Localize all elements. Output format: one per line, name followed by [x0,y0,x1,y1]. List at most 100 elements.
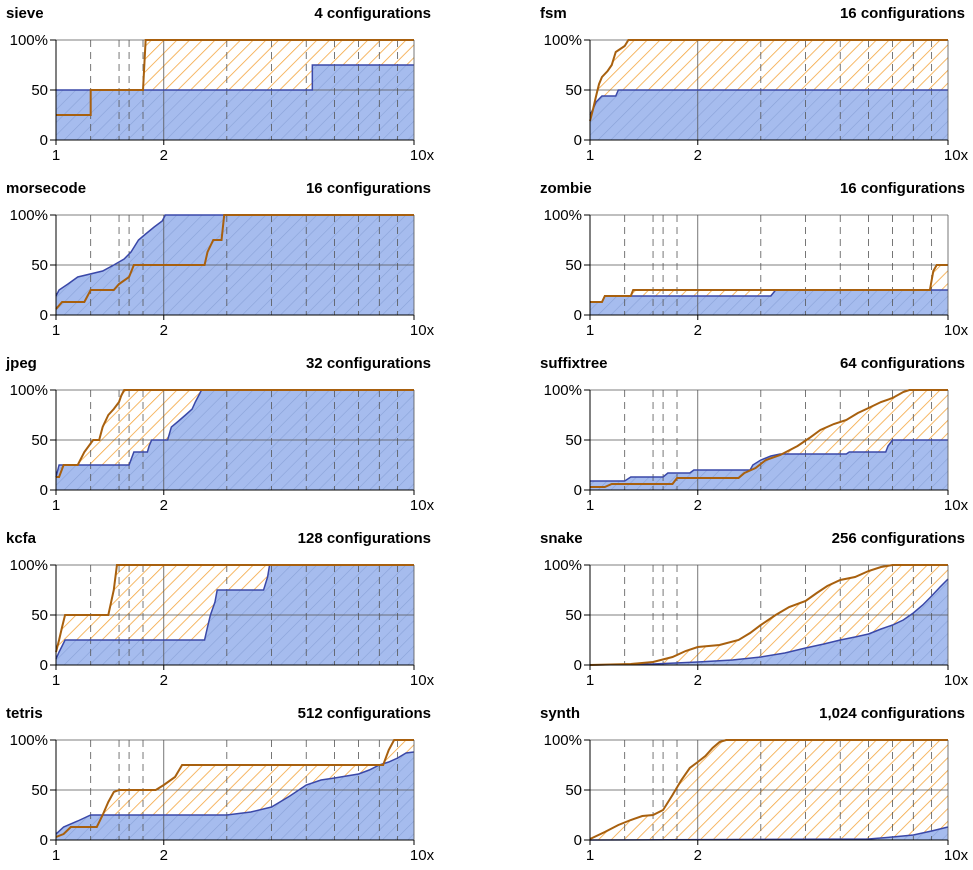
configurations-label: 4 configurations [314,5,431,22]
chart-svg: fsm 16 configurations 0 50 100% 1 2 10x [534,0,973,170]
panel-synth: synth 1,024 configurations 0 50 100% 1 2 10x [534,700,973,870]
chart-svg: synth 1,024 configurations 0 50 100% 1 2 10x [534,700,973,870]
chart-svg: kcfa 128 configurations 0 50 100% 1 2 10x [0,525,440,695]
x-tick-label: 10x [410,672,435,689]
y-tick-label: 0 [574,307,582,324]
panel-fsm: fsm 16 configurations 0 50 100% 1 2 10x [534,0,973,170]
x-tick-label: 1 [52,847,60,864]
panel-suffixtree: suffixtree 64 configurations 0 50 100% 1 2 10x [534,350,973,520]
chart-svg: tetris 512 configurations 0 50 100% 1 2 10x [0,700,440,870]
y-tick-label: 0 [40,832,48,849]
x-tick-label: 1 [586,497,594,514]
x-tick-label: 1 [52,147,60,164]
x-tick-label: 1 [52,672,60,689]
benchmark-title: morsecode [6,180,86,197]
y-tick-label: 50 [31,82,48,99]
configurations-label: 16 configurations [306,180,431,197]
configurations-label: 32 configurations [306,355,431,372]
y-tick-label: 0 [40,482,48,499]
y-tick-label: 100% [544,32,582,49]
x-tick-label: 2 [694,147,702,164]
x-tick-label: 2 [160,147,168,164]
y-tick-label: 50 [31,432,48,449]
y-tick-label: 100% [544,732,582,749]
x-tick-label: 10x [944,322,969,339]
x-tick-label: 2 [694,847,702,864]
panel-sieve: sieve 4 configurations 0 50 100% 1 2 10x [0,0,440,170]
x-tick-label: 2 [160,672,168,689]
chart-svg: snake 256 configurations 0 50 100% 1 2 10x [534,525,973,695]
panel-morsecode: morsecode 16 configurations 0 50 100% 1 2 10x [0,175,440,345]
chart-svg: sieve 4 configurations 0 50 100% 1 2 10x [0,0,440,170]
benchmark-title: suffixtree [540,355,608,372]
chart-svg: suffixtree 64 configurations 0 50 100% 1 2 10x [534,350,973,520]
panel-kcfa: kcfa 128 configurations 0 50 100% 1 2 10x [0,525,440,695]
benchmark-title: jpeg [5,355,37,372]
configurations-label: 256 configurations [832,530,965,547]
x-tick-label: 10x [410,847,435,864]
benchmark-title: fsm [540,5,567,22]
benchmark-title: tetris [6,705,43,722]
y-tick-label: 100% [10,207,48,224]
y-tick-label: 50 [565,257,582,274]
benchmark-title: synth [540,705,580,722]
configurations-label: 512 configurations [298,705,431,722]
y-tick-label: 50 [565,782,582,799]
x-tick-label: 2 [694,497,702,514]
chart-svg: jpeg 32 configurations 0 50 100% 1 2 10x [0,350,440,520]
panel-jpeg: jpeg 32 configurations 0 50 100% 1 2 10x [0,350,440,520]
x-tick-label: 10x [944,147,969,164]
y-tick-label: 100% [10,557,48,574]
y-tick-label: 50 [565,607,582,624]
y-tick-label: 0 [40,132,48,149]
x-tick-label: 2 [160,847,168,864]
y-tick-label: 50 [565,432,582,449]
x-tick-label: 1 [586,847,594,864]
x-tick-label: 10x [944,497,969,514]
y-tick-label: 100% [10,32,48,49]
x-tick-label: 1 [52,497,60,514]
y-tick-label: 100% [544,207,582,224]
y-tick-label: 100% [544,557,582,574]
blue-area [590,90,948,140]
y-tick-label: 50 [565,82,582,99]
benchmark-title: snake [540,530,583,547]
y-tick-label: 100% [10,382,48,399]
benchmark-title: zombie [540,180,592,197]
configurations-label: 16 configurations [840,5,965,22]
y-tick-label: 100% [10,732,48,749]
x-tick-label: 10x [410,497,435,514]
x-tick-label: 10x [944,847,969,864]
x-tick-label: 10x [944,672,969,689]
chart-svg: zombie 16 configurations 0 50 100% 1 2 10x [534,175,973,345]
panel-tetris: tetris 512 configurations 0 50 100% 1 2 10x [0,700,440,870]
configurations-label: 16 configurations [840,180,965,197]
benchmark-title: kcfa [6,530,37,547]
y-tick-label: 50 [31,257,48,274]
y-tick-label: 0 [574,657,582,674]
x-tick-label: 2 [160,322,168,339]
y-tick-label: 50 [31,607,48,624]
y-tick-label: 0 [40,657,48,674]
blue-area [590,440,948,490]
x-tick-label: 1 [52,322,60,339]
x-tick-label: 1 [586,672,594,689]
x-tick-label: 1 [586,322,594,339]
benchmark-title: sieve [6,5,44,22]
x-tick-label: 10x [410,322,435,339]
panel-zombie: zombie 16 configurations 0 50 100% 1 2 10x [534,175,973,345]
chart-svg: morsecode 16 configurations 0 50 100% 1 2 10x [0,175,440,345]
y-tick-label: 0 [574,832,582,849]
x-tick-label: 1 [586,147,594,164]
y-tick-label: 0 [574,482,582,499]
panel-snake: snake 256 configurations 0 50 100% 1 2 10x [534,525,973,695]
x-tick-label: 2 [160,497,168,514]
y-tick-label: 100% [544,382,582,399]
x-tick-label: 10x [410,147,435,164]
configurations-label: 128 configurations [298,530,431,547]
x-tick-label: 2 [694,672,702,689]
configurations-label: 64 configurations [840,355,965,372]
y-tick-label: 0 [574,132,582,149]
y-tick-label: 50 [31,782,48,799]
